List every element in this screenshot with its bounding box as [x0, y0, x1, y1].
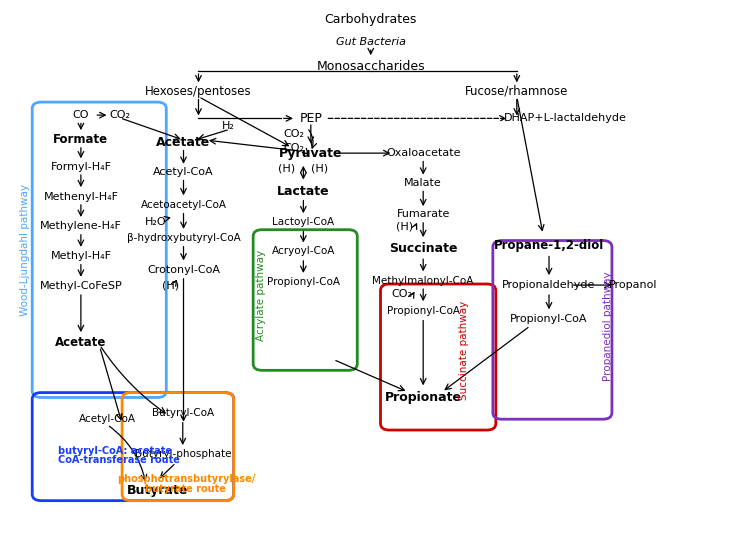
Text: Acryoyl-CoA: Acryoyl-CoA: [272, 247, 335, 256]
Text: Propionaldehyde: Propionaldehyde: [503, 280, 595, 290]
Text: β-hydroxybutyryl-CoA: β-hydroxybutyryl-CoA: [127, 233, 240, 243]
Text: Methenyl-H₄F: Methenyl-H₄F: [43, 192, 118, 201]
Text: Acetate: Acetate: [157, 136, 210, 149]
Text: Butyrate: Butyrate: [127, 484, 188, 497]
Text: PEP: PEP: [300, 112, 322, 125]
Text: Malate: Malate: [404, 178, 442, 188]
Text: Propionyl-CoA: Propionyl-CoA: [267, 277, 340, 287]
Text: Acetyl-CoA: Acetyl-CoA: [79, 414, 136, 424]
Text: Pyruvate: Pyruvate: [279, 147, 342, 160]
Text: Gut Bacteria: Gut Bacteria: [336, 37, 406, 47]
Text: Lactate: Lactate: [277, 185, 330, 198]
Text: CO₂: CO₂: [283, 143, 304, 153]
Text: CO₂: CO₂: [109, 110, 130, 120]
Text: Butyryl-CoA: Butyryl-CoA: [152, 408, 213, 418]
Text: (H): (H): [396, 222, 413, 231]
Text: Formate: Formate: [53, 133, 109, 146]
Text: Acrylate pathway: Acrylate pathway: [255, 250, 266, 342]
Text: Propionyl-CoA: Propionyl-CoA: [510, 314, 588, 324]
Text: Propane-1,2-diol: Propane-1,2-diol: [494, 239, 604, 252]
Text: Fumarate: Fumarate: [396, 210, 450, 219]
Text: H₂O: H₂O: [145, 217, 166, 226]
Text: Butyryl-phosphate: Butyryl-phosphate: [135, 450, 231, 459]
Text: Methylmalonyl-CoA: Methylmalonyl-CoA: [372, 276, 474, 286]
Text: phosphotransbutyrylase/: phosphotransbutyrylase/: [117, 474, 255, 484]
Text: Succinate pathway: Succinate pathway: [459, 301, 470, 400]
Text: Methyl-CoFeSP: Methyl-CoFeSP: [40, 281, 122, 291]
Text: Propanol: Propanol: [609, 280, 657, 290]
Text: Monosaccharides: Monosaccharides: [316, 60, 425, 73]
Text: Propionyl-CoA: Propionyl-CoA: [386, 306, 460, 315]
Text: H₂: H₂: [222, 121, 235, 131]
Text: Hexoses/pentoses: Hexoses/pentoses: [145, 85, 252, 98]
Text: (H): (H): [163, 280, 179, 290]
Text: butyryl-CoA: acetate: butyryl-CoA: acetate: [58, 446, 172, 456]
Text: CO₂: CO₂: [392, 289, 413, 299]
Text: Acetyl-CoA: Acetyl-CoA: [154, 167, 213, 177]
Text: Fucose/rhamnose: Fucose/rhamnose: [465, 85, 568, 98]
Text: Formyl-H₄F: Formyl-H₄F: [50, 162, 112, 172]
Text: Wood-Ljungdahl pathway: Wood-Ljungdahl pathway: [19, 184, 30, 316]
Text: CoA-transferase route: CoA-transferase route: [58, 456, 181, 465]
Text: butyrate route: butyrate route: [145, 484, 226, 494]
Text: Propanediol pathway: Propanediol pathway: [603, 271, 613, 381]
Text: Acetate: Acetate: [55, 336, 106, 349]
Text: Methylene-H₄F: Methylene-H₄F: [40, 222, 122, 231]
Text: CO₂: CO₂: [283, 129, 304, 139]
Text: Crotonyl-CoA: Crotonyl-CoA: [147, 265, 220, 275]
Text: DHAP+L-lactaldehyde: DHAP+L-lactaldehyde: [504, 113, 627, 123]
Text: Oxaloacetate: Oxaloacetate: [386, 148, 461, 158]
Text: Carbohydrates: Carbohydrates: [324, 12, 417, 26]
Text: Acetoacetyl-CoA: Acetoacetyl-CoA: [141, 200, 226, 210]
Text: Methyl-H₄F: Methyl-H₄F: [50, 251, 112, 261]
Text: CO: CO: [73, 110, 89, 120]
Text: (H): (H): [312, 163, 328, 173]
Text: (H): (H): [279, 163, 295, 173]
Text: Propionate: Propionate: [385, 391, 461, 404]
Text: Lactoyl-CoA: Lactoyl-CoA: [273, 217, 334, 227]
Text: Succinate: Succinate: [389, 242, 458, 255]
